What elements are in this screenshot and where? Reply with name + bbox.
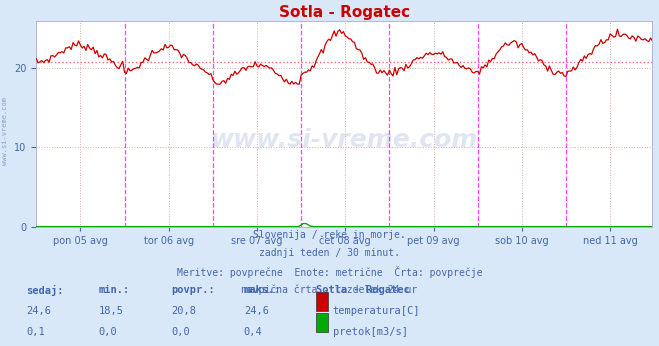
Text: Meritve: povprečne  Enote: metrične  Črta: povprečje: Meritve: povprečne Enote: metrične Črta:…	[177, 266, 482, 278]
Text: temperatura[C]: temperatura[C]	[333, 306, 420, 316]
Text: navpična črta - razdelek 24 ur: navpična črta - razdelek 24 ur	[241, 284, 418, 294]
Text: sedaj:: sedaj:	[26, 285, 64, 297]
Text: 24,6: 24,6	[244, 306, 269, 316]
Text: zadnji teden / 30 minut.: zadnji teden / 30 minut.	[259, 248, 400, 258]
Text: 0,0: 0,0	[99, 327, 117, 337]
Text: 20,8: 20,8	[171, 306, 196, 316]
Text: 24,6: 24,6	[26, 306, 51, 316]
Text: Sotla - Rogatec: Sotla - Rogatec	[316, 285, 410, 295]
Text: www.si-vreme.com: www.si-vreme.com	[2, 98, 9, 165]
Title: Sotla - Rogatec: Sotla - Rogatec	[279, 4, 410, 20]
Text: maks.:: maks.:	[244, 285, 281, 295]
Text: 0,4: 0,4	[244, 327, 262, 337]
Text: min.:: min.:	[99, 285, 130, 295]
Text: www.si-vreme.com: www.si-vreme.com	[211, 128, 478, 152]
Text: Slovenija / reke in morje.: Slovenija / reke in morje.	[253, 230, 406, 240]
Text: povpr.:: povpr.:	[171, 285, 215, 295]
Text: 0,0: 0,0	[171, 327, 190, 337]
Text: pretok[m3/s]: pretok[m3/s]	[333, 327, 408, 337]
Text: 0,1: 0,1	[26, 327, 45, 337]
Text: 18,5: 18,5	[99, 306, 124, 316]
